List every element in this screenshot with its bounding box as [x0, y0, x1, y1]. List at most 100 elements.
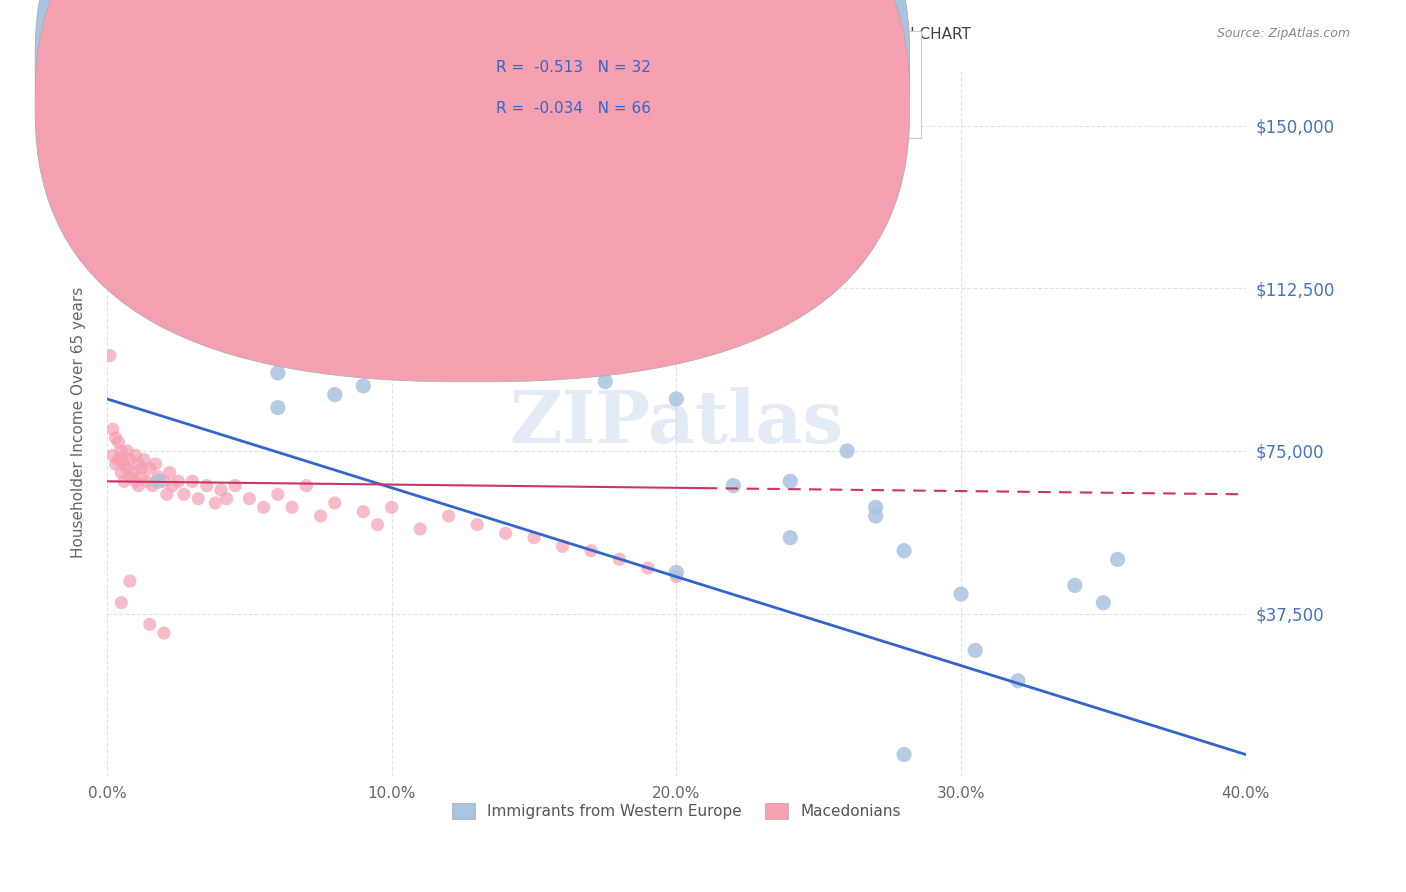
- Point: [101, 448, 124, 462]
- Point: [495, 357, 517, 371]
- Point: [893, 747, 915, 762]
- Text: R =  -0.034   N = 66: R = -0.034 N = 66: [496, 102, 651, 116]
- Point: [215, 491, 238, 506]
- Point: [437, 508, 460, 523]
- Point: [153, 475, 176, 489]
- Point: [665, 570, 688, 584]
- Point: [135, 475, 157, 489]
- Point: [139, 617, 162, 632]
- Point: [865, 508, 887, 523]
- Point: [637, 561, 659, 575]
- Point: [107, 452, 129, 467]
- Point: [110, 444, 132, 458]
- Point: [224, 478, 246, 492]
- Point: [965, 643, 987, 657]
- Point: [723, 478, 745, 492]
- Point: [104, 457, 127, 471]
- Point: [366, 352, 388, 367]
- Point: [110, 466, 132, 480]
- Y-axis label: Householder Income Over 65 years: Householder Income Over 65 years: [72, 286, 86, 558]
- Point: [437, 305, 460, 319]
- Point: [139, 461, 162, 475]
- Point: [162, 478, 184, 492]
- Point: [267, 487, 290, 501]
- Point: [124, 448, 146, 462]
- Point: [112, 475, 135, 489]
- Point: [267, 366, 290, 380]
- Point: [118, 470, 141, 484]
- Point: [115, 444, 138, 458]
- Point: [366, 517, 388, 532]
- Point: [110, 452, 132, 467]
- Point: [115, 461, 138, 475]
- Point: [121, 466, 143, 480]
- Point: [148, 470, 170, 484]
- Point: [381, 500, 404, 515]
- Text: ZIPatlas: ZIPatlas: [509, 387, 844, 458]
- Point: [104, 431, 127, 445]
- Point: [195, 478, 218, 492]
- Point: [112, 457, 135, 471]
- Point: [167, 475, 190, 489]
- Point: [209, 483, 232, 497]
- Point: [187, 491, 209, 506]
- Point: [132, 452, 155, 467]
- Text: R =  -0.513   N = 32: R = -0.513 N = 32: [496, 61, 651, 75]
- Point: [224, 205, 246, 219]
- Point: [118, 574, 141, 588]
- Point: [609, 552, 631, 566]
- Point: [238, 491, 260, 506]
- Point: [309, 508, 332, 523]
- Point: [381, 322, 404, 336]
- Text: Source: ZipAtlas.com: Source: ZipAtlas.com: [1216, 27, 1350, 40]
- Point: [1063, 578, 1085, 592]
- Point: [173, 487, 195, 501]
- Point: [623, 357, 645, 371]
- Point: [110, 596, 132, 610]
- Point: [98, 349, 121, 363]
- Point: [129, 470, 152, 484]
- Point: [124, 475, 146, 489]
- Point: [145, 457, 167, 471]
- Legend: Immigrants from Western Europe, Macedonians: Immigrants from Western Europe, Macedoni…: [446, 797, 907, 825]
- Point: [609, 314, 631, 328]
- Point: [950, 587, 973, 601]
- Point: [323, 387, 346, 401]
- Point: [465, 517, 488, 532]
- Point: [204, 496, 226, 510]
- Point: [101, 422, 124, 436]
- Point: [295, 478, 318, 492]
- Point: [181, 475, 204, 489]
- Point: [352, 379, 374, 393]
- Point: [129, 461, 152, 475]
- Point: [127, 478, 149, 492]
- Point: [579, 543, 602, 558]
- Point: [323, 496, 346, 510]
- Point: [159, 466, 181, 480]
- Point: [352, 505, 374, 519]
- Point: [1007, 673, 1029, 688]
- Point: [779, 475, 801, 489]
- Point: [1107, 552, 1129, 566]
- Text: IMMIGRANTS FROM WESTERN EUROPE VS MACEDONIAN HOUSEHOLDER INCOME OVER 65 YEARS CO: IMMIGRANTS FROM WESTERN EUROPE VS MACEDO…: [56, 27, 972, 42]
- Point: [153, 626, 176, 640]
- Point: [665, 392, 688, 406]
- Point: [837, 444, 859, 458]
- Point: [865, 500, 887, 515]
- Point: [156, 487, 179, 501]
- Point: [118, 452, 141, 467]
- Point: [409, 522, 432, 536]
- Point: [127, 457, 149, 471]
- Point: [281, 335, 304, 350]
- Point: [523, 531, 546, 545]
- Point: [107, 435, 129, 450]
- Point: [479, 349, 502, 363]
- Point: [779, 531, 801, 545]
- Point: [893, 543, 915, 558]
- Point: [253, 500, 276, 515]
- Point: [148, 475, 170, 489]
- Point: [551, 540, 574, 554]
- Point: [1092, 596, 1115, 610]
- Point: [593, 375, 616, 389]
- Point: [495, 526, 517, 541]
